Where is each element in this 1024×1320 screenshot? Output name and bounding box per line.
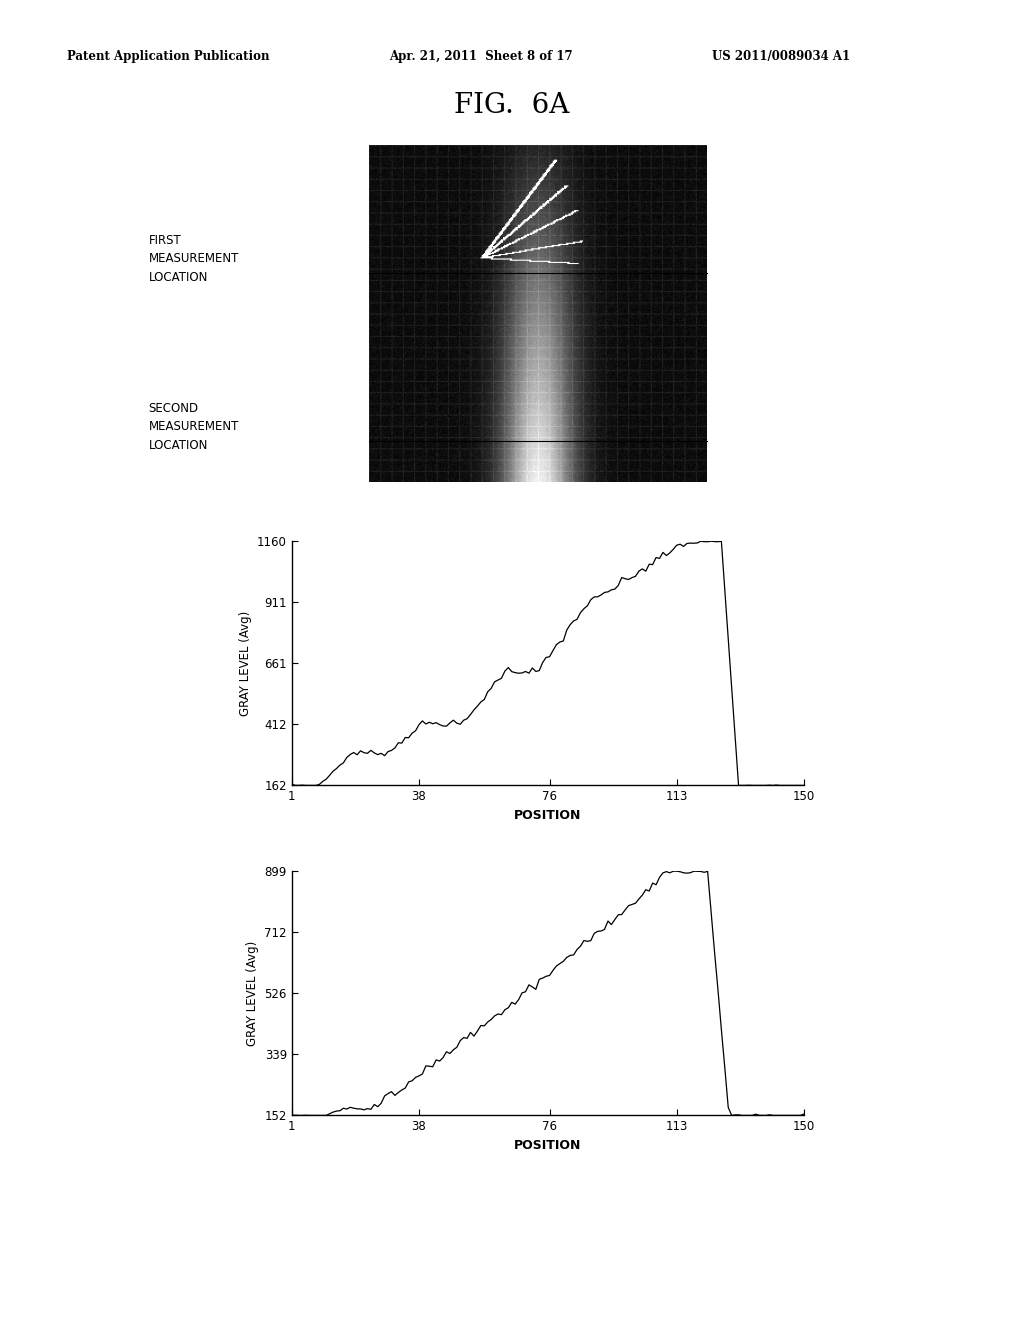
X-axis label: POSITION: POSITION [514,1139,582,1152]
Text: MEASUREMENT: MEASUREMENT [148,252,239,265]
Text: FIG.  6A: FIG. 6A [455,92,569,119]
Text: SECOND: SECOND [148,401,199,414]
Text: FIRST: FIRST [148,234,181,247]
Text: LOCATION: LOCATION [148,438,208,451]
Y-axis label: GRAY LEVEL (Avg): GRAY LEVEL (Avg) [239,611,252,715]
Text: Apr. 21, 2011  Sheet 8 of 17: Apr. 21, 2011 Sheet 8 of 17 [389,50,572,63]
Text: MEASUREMENT: MEASUREMENT [148,420,239,433]
Text: LOCATION: LOCATION [148,271,208,284]
Text: US 2011/0089034 A1: US 2011/0089034 A1 [712,50,850,63]
Y-axis label: GRAY LEVEL (Avg): GRAY LEVEL (Avg) [246,941,259,1045]
Text: Patent Application Publication: Patent Application Publication [67,50,269,63]
X-axis label: POSITION: POSITION [514,809,582,822]
